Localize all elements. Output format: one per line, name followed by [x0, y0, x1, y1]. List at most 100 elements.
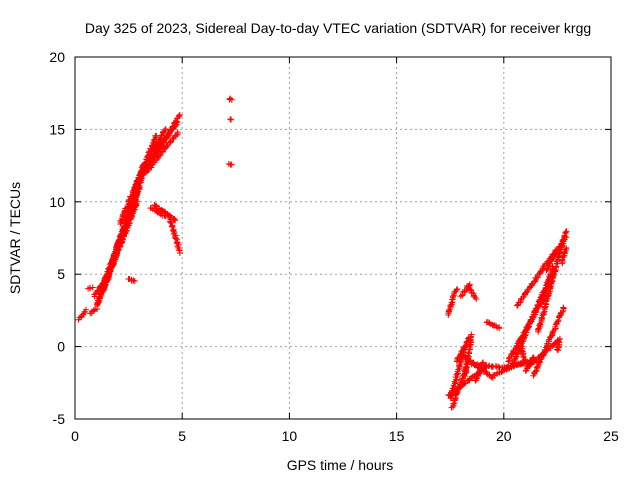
- data-point: [458, 357, 465, 364]
- y-tick-label: 0: [57, 339, 65, 355]
- data-point: [540, 309, 547, 316]
- data-point: [555, 317, 562, 324]
- data-point: [228, 116, 235, 123]
- data-point: [130, 200, 137, 207]
- series-isolated: [225, 95, 235, 168]
- data-point: [158, 132, 165, 139]
- data-point: [83, 306, 90, 313]
- data-point: [455, 366, 462, 373]
- data-point: [152, 202, 159, 209]
- y-tick-labels: -5 0 5 10 15 20: [49, 49, 65, 427]
- data-point: [228, 96, 235, 103]
- data-point: [517, 299, 524, 306]
- data-point: [538, 355, 545, 362]
- x-tick-label: 0: [71, 428, 79, 444]
- data-point: [544, 265, 551, 272]
- data-point: [521, 332, 528, 339]
- y-tick-label: 20: [49, 49, 65, 65]
- data-point: [176, 111, 183, 118]
- data-point: [132, 182, 139, 189]
- series-late-tracks: [445, 228, 570, 411]
- data-point: [131, 278, 138, 285]
- data-point: [173, 119, 180, 126]
- y-tick-label: 15: [49, 121, 65, 137]
- data-point: [505, 358, 512, 365]
- data-point: [104, 277, 111, 284]
- data-point: [554, 318, 561, 325]
- data-point: [560, 304, 567, 311]
- data-point: [151, 151, 158, 158]
- data-point: [563, 234, 570, 241]
- data-point: [454, 285, 461, 292]
- data-point: [563, 244, 570, 251]
- x-tick-label: 15: [389, 428, 405, 444]
- x-tick-label: 20: [496, 428, 512, 444]
- data-point: [456, 362, 463, 369]
- data-point: [448, 299, 455, 306]
- x-axis-label: GPS time / hours: [287, 457, 394, 473]
- data-point: [164, 133, 171, 140]
- data-point: [89, 284, 96, 291]
- y-axis-label: SDTVAR / TECUs: [7, 182, 23, 294]
- data-point: [173, 131, 180, 138]
- data-point: [447, 302, 454, 309]
- series-early-tracks: [75, 111, 183, 323]
- data-point: [541, 304, 548, 311]
- data-point: [96, 294, 103, 301]
- data-point: [445, 307, 452, 314]
- data-point: [468, 331, 475, 338]
- data-point: [174, 118, 181, 125]
- data-point: [480, 359, 487, 366]
- data-point: [228, 161, 235, 168]
- data-points: [75, 95, 570, 411]
- data-point: [90, 307, 97, 314]
- data-point: [137, 176, 144, 183]
- data-point: [176, 112, 183, 119]
- x-tick-label: 25: [603, 428, 619, 444]
- data-point: [127, 213, 134, 220]
- data-point: [511, 356, 518, 363]
- data-point: [449, 293, 456, 300]
- y-tick-label: -5: [53, 411, 66, 427]
- data-point: [167, 139, 174, 146]
- data-point: [161, 127, 168, 134]
- x-tick-labels: 0 5 10 15 20 25: [71, 428, 619, 444]
- data-point: [496, 325, 503, 332]
- y-tick-label: 10: [49, 194, 65, 210]
- data-point: [454, 357, 461, 363]
- data-point: [510, 359, 517, 366]
- data-point: [172, 235, 179, 242]
- data-point: [533, 274, 540, 281]
- data-point: [461, 380, 468, 387]
- data-point: [162, 125, 169, 132]
- data-point: [528, 316, 535, 323]
- data-point: [561, 249, 568, 256]
- data-point: [473, 296, 480, 302]
- data-point: [121, 208, 128, 215]
- data-point: [522, 357, 529, 364]
- data-point: [450, 400, 457, 407]
- data-point: [452, 380, 459, 387]
- data-point: [162, 212, 169, 219]
- data-point: [155, 139, 162, 146]
- data-point: [486, 320, 493, 327]
- data-point: [556, 335, 563, 342]
- data-point: [176, 249, 183, 256]
- y-tick-label: 5: [57, 266, 65, 282]
- data-point: [525, 324, 532, 331]
- data-point: [225, 160, 232, 167]
- axis-ticks: [74, 56, 612, 420]
- data-point: [157, 144, 164, 151]
- data-point: [531, 308, 538, 315]
- data-point: [479, 360, 486, 367]
- data-point: [172, 122, 179, 129]
- data-point: [144, 168, 151, 175]
- x-tick-label: 5: [178, 428, 186, 444]
- plot-frame: [74, 56, 612, 420]
- data-point: [562, 229, 569, 236]
- data-point: [153, 132, 160, 139]
- data-point: [563, 228, 570, 235]
- chart-title: Day 325 of 2023, Sidereal Day-to-day VTE…: [85, 20, 591, 36]
- x-tick-label: 10: [282, 428, 298, 444]
